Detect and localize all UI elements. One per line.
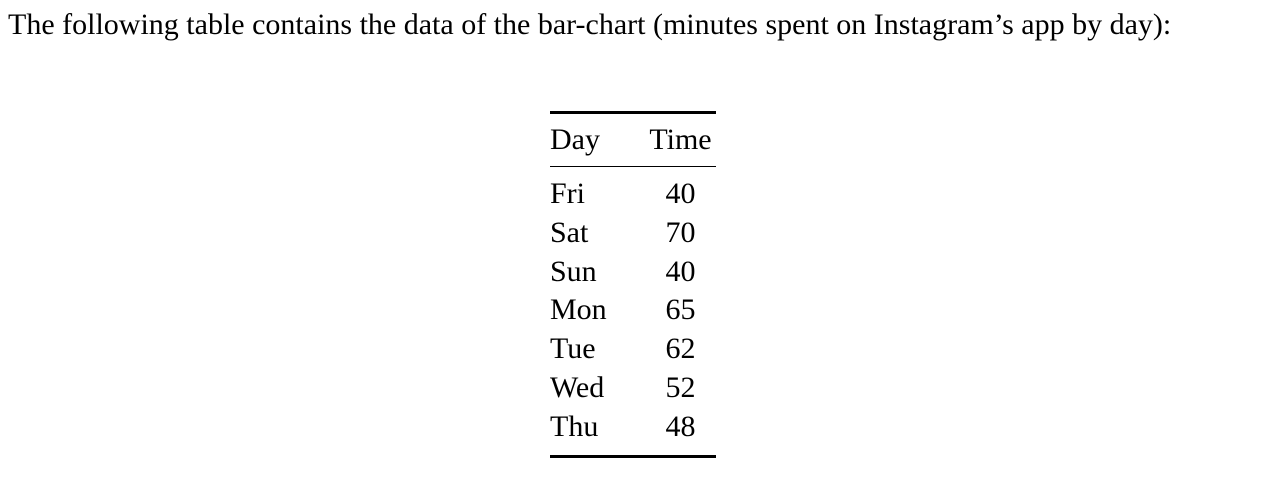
cell-day: Mon	[550, 293, 607, 327]
cell-time: 40	[665, 254, 696, 288]
cell-time: 48	[665, 409, 696, 443]
table-row: Wed 52	[550, 369, 716, 408]
cell-time: 52	[665, 370, 696, 404]
cell-day: Sun	[550, 254, 597, 288]
header-day: Day	[550, 123, 600, 156]
table-top-rule	[550, 111, 716, 114]
cell-day: Thu	[550, 409, 599, 443]
cell-time: 65	[665, 293, 696, 327]
data-table: Day Time	[550, 114, 716, 166]
table-header-rule	[550, 166, 716, 167]
data-table-container: Day Time Fri 40 Sat 70 Sun 40 Mon 65	[550, 111, 716, 458]
data-table-body: Fri 40 Sat 70 Sun 40 Mon 65 Tue 62 Wed 5…	[550, 175, 716, 447]
table-row: Thu 48	[550, 408, 716, 447]
table-row: Tue 62	[550, 330, 716, 369]
table-row: Fri 40	[550, 175, 716, 214]
cell-time: 62	[665, 332, 696, 366]
intro-paragraph: The following table contains the data of…	[8, 8, 1172, 41]
cell-day: Fri	[550, 177, 586, 210]
table-header-row: Day Time	[550, 114, 716, 166]
cell-time: 40	[665, 177, 696, 210]
cell-time: 70	[665, 215, 696, 249]
cell-day: Sat	[550, 215, 589, 249]
table-bottom-rule	[550, 454, 716, 458]
cell-day: Wed	[550, 370, 605, 404]
table-row: Mon 65	[550, 291, 716, 330]
header-time: Time	[649, 123, 712, 156]
table-row: Sat 70	[550, 214, 716, 253]
table-row: Sun 40	[550, 253, 716, 292]
cell-day: Tue	[550, 332, 596, 366]
